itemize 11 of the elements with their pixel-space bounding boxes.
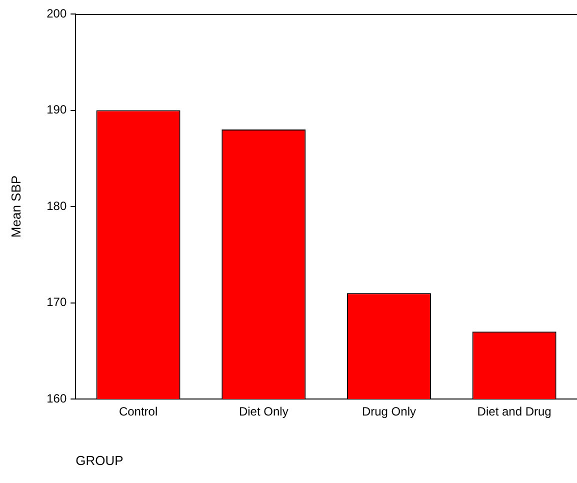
y-tick-label: 160 [46, 391, 67, 406]
x-axis-title: GROUP [76, 452, 124, 468]
y-tick-label: 170 [46, 295, 67, 310]
x-tick-label: Diet Only [238, 404, 288, 419]
y-tick-label: 190 [46, 102, 67, 117]
x-tick-label: Control [118, 404, 158, 419]
y-tick-label: 200 [46, 6, 67, 20]
x-tick-label: Drug Only [362, 404, 416, 419]
x-tick-label: Diet and Drug [477, 404, 552, 419]
y-tick-label: 180 [46, 198, 67, 213]
y-axis-title: Mean SBP [8, 175, 24, 238]
